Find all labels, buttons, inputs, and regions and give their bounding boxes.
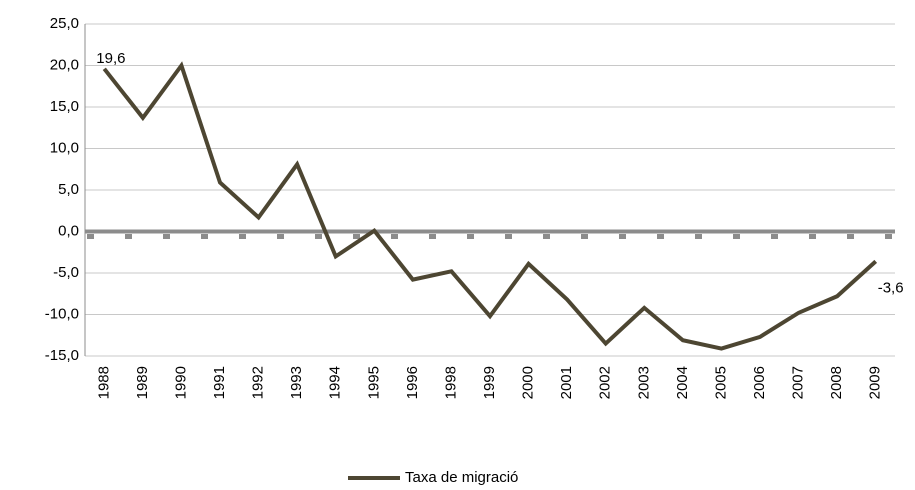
x-tick-label: 2000	[520, 366, 537, 399]
legend-label: Taxa de migració	[405, 469, 518, 486]
x-tick-label: 1988	[95, 366, 112, 399]
x-tick-label: 2007	[790, 366, 807, 399]
x-tick-label: 1998	[442, 366, 459, 399]
y-tick-label: 15,0	[50, 98, 79, 115]
x-tick-label: 2004	[674, 366, 691, 399]
x-tick-label: 1992	[250, 366, 267, 399]
x-tick-label: 2006	[751, 366, 768, 399]
x-tick-label: 1989	[134, 366, 151, 399]
y-tick-label: -5,0	[53, 264, 79, 281]
data-label: -3,6	[878, 279, 904, 296]
x-tick-label: 2001	[558, 366, 575, 399]
x-tick-label: 1996	[404, 366, 421, 399]
y-tick-label: -10,0	[45, 305, 79, 322]
data-label: 19,6	[96, 50, 125, 67]
y-tick-label: -15,0	[45, 347, 79, 364]
series-line	[102, 61, 878, 351]
y-tick-label: 10,0	[50, 139, 79, 156]
x-tick-label: 1994	[327, 366, 344, 399]
x-tick-label: 2002	[597, 366, 614, 399]
x-tick-label: 2009	[867, 366, 884, 399]
y-tick-label: 5,0	[58, 181, 79, 198]
y-tick-label: 25,0	[50, 15, 79, 32]
x-tick-label: 2003	[635, 366, 652, 399]
x-tick-label: 2008	[828, 366, 845, 399]
x-tick-label: 1999	[481, 366, 498, 399]
x-tick-label: 2005	[712, 366, 729, 399]
x-tick-label: 1991	[211, 366, 228, 399]
y-tick-label: 20,0	[50, 56, 79, 73]
x-tick-label: 1990	[172, 366, 189, 399]
y-tick-label: 0,0	[58, 222, 79, 239]
x-tick-label: 1993	[288, 366, 305, 399]
x-tick-label: 1995	[365, 366, 382, 399]
